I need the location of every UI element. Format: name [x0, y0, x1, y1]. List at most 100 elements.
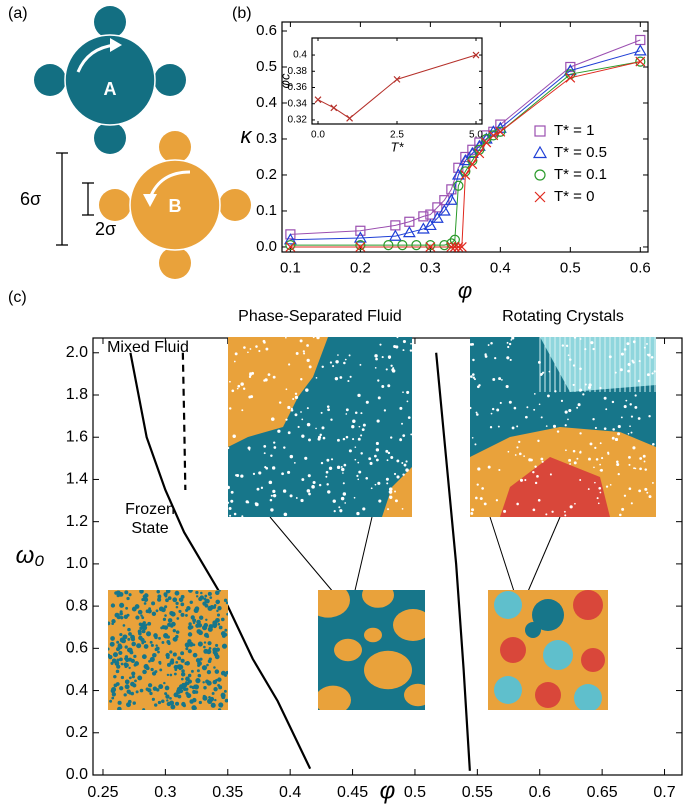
- y-axis-label: φc: [277, 73, 292, 88]
- marker: [330, 104, 338, 112]
- particle: [383, 409, 387, 412]
- particle: [167, 618, 173, 623]
- particle: [300, 498, 304, 503]
- particle: [208, 657, 212, 661]
- particle: [356, 474, 359, 477]
- particle: [224, 628, 228, 632]
- particle: [338, 506, 341, 509]
- particle: [369, 461, 373, 465]
- particle: [113, 674, 117, 679]
- particle: [202, 694, 206, 699]
- particle: [185, 647, 189, 651]
- particle: [621, 507, 625, 511]
- particle: [148, 659, 151, 663]
- particle: [264, 466, 267, 469]
- particle: [499, 401, 502, 405]
- particle: [599, 386, 602, 390]
- particle: [329, 361, 333, 364]
- particle: [540, 416, 543, 419]
- particle: [623, 348, 627, 351]
- particle: [210, 702, 216, 708]
- panel-label: (c): [8, 289, 27, 306]
- particle: [402, 339, 406, 344]
- particle: [620, 416, 623, 419]
- particle: [111, 692, 117, 697]
- particle: [128, 676, 132, 680]
- particle: [396, 475, 400, 479]
- particle: [300, 378, 303, 381]
- particle: [127, 627, 131, 632]
- particle: [195, 595, 199, 598]
- marker: [285, 242, 296, 252]
- particle: [401, 461, 404, 464]
- particle: [136, 643, 142, 649]
- particle: [285, 418, 288, 421]
- particle: [628, 487, 632, 491]
- particle: [630, 502, 633, 505]
- particle: [217, 606, 222, 611]
- marker: [474, 148, 485, 159]
- particle: [538, 403, 541, 406]
- particle: [396, 459, 400, 463]
- particle: [115, 682, 120, 686]
- particle: [357, 461, 360, 464]
- domain: [318, 685, 351, 710]
- particle: [385, 449, 389, 453]
- particle-label: B: [169, 196, 182, 216]
- particle: [507, 345, 510, 349]
- particle: [617, 473, 620, 476]
- particle: [547, 394, 550, 398]
- particle: [375, 441, 379, 446]
- particle: [112, 652, 118, 658]
- domain: [362, 590, 394, 608]
- particle: [325, 475, 328, 478]
- particle: [311, 485, 315, 489]
- y-tick-label: 0.5: [256, 58, 277, 75]
- particle: [203, 686, 207, 690]
- particle: [344, 358, 347, 361]
- particle: [193, 607, 199, 613]
- x-tick-label: 0.5: [404, 784, 426, 801]
- particle: [185, 687, 189, 691]
- particle: [630, 431, 633, 434]
- domain: [334, 638, 362, 662]
- particle: [524, 479, 527, 482]
- particle: [287, 431, 291, 435]
- particle: [203, 645, 206, 649]
- domain: [573, 590, 603, 620]
- particle: [401, 422, 404, 425]
- particle: [386, 459, 389, 462]
- particle: [132, 701, 136, 705]
- particle: [361, 428, 365, 432]
- particle: [410, 433, 412, 436]
- particle: [498, 468, 501, 472]
- particle: [351, 425, 355, 429]
- particle: [150, 643, 154, 647]
- marker: [314, 96, 322, 104]
- y-tick-label: 1.6: [66, 428, 88, 445]
- legend-marker: [532, 145, 548, 159]
- particle: [193, 706, 197, 710]
- marker: [467, 159, 478, 170]
- particle: [285, 337, 287, 339]
- particle: [128, 666, 131, 670]
- particle: [172, 629, 176, 633]
- particle: [158, 684, 164, 690]
- particle: [161, 625, 166, 630]
- particle: [201, 625, 208, 631]
- particle: [241, 409, 244, 412]
- particle: [245, 500, 249, 504]
- particle: [187, 679, 193, 684]
- particle: [573, 461, 577, 465]
- particle: [568, 358, 572, 361]
- particle: [166, 662, 171, 667]
- domain: [574, 684, 602, 710]
- x-tick-label: 0.35: [212, 784, 243, 801]
- particle: [184, 642, 190, 648]
- scale-label: 6σ: [20, 189, 41, 209]
- particle: [262, 339, 266, 343]
- domain: [540, 337, 656, 392]
- particle: [308, 365, 312, 369]
- particle: [632, 340, 636, 344]
